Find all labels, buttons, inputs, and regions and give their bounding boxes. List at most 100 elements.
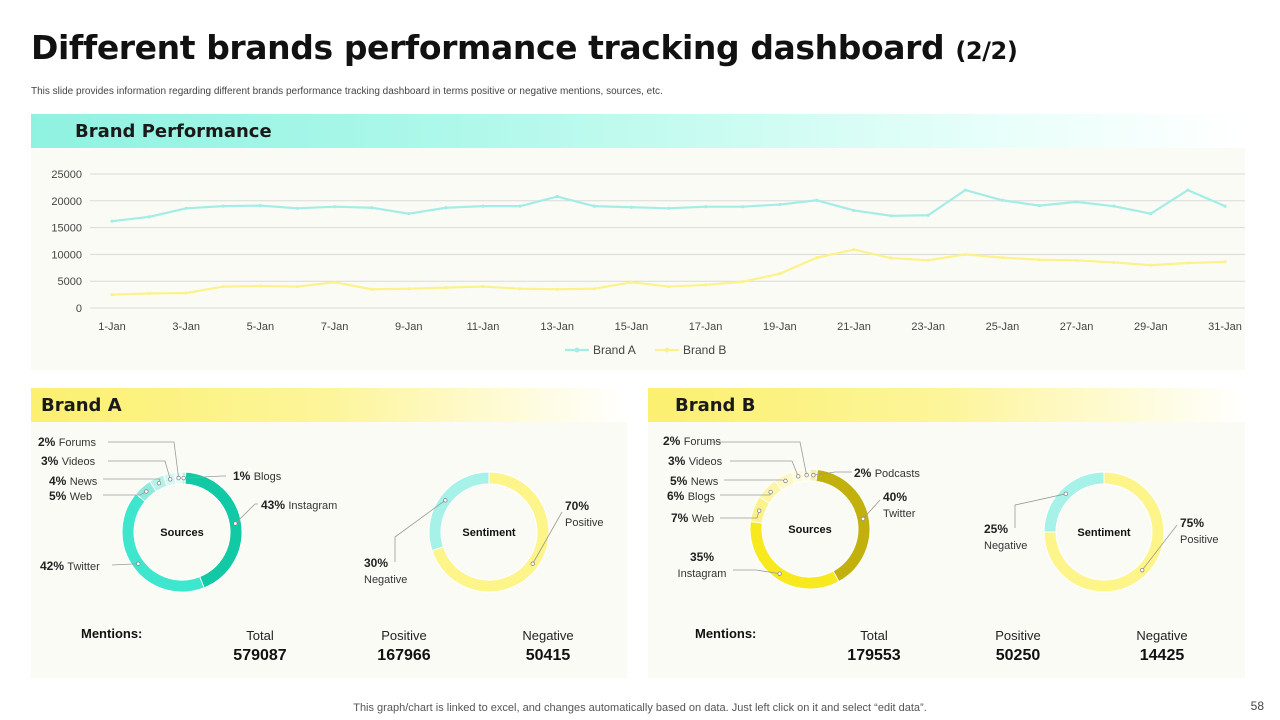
data-point bbox=[1000, 256, 1005, 260]
leader-dot bbox=[1139, 567, 1145, 573]
brand-performance-line-chart[interactable]: 0 5000 10000 15000 20000 25000 1-Jan 3-Jan 5-Jan… bbox=[0, 0, 1280, 372]
leader-dot bbox=[181, 475, 186, 481]
leader-dot bbox=[156, 480, 162, 486]
data-point bbox=[741, 205, 745, 209]
leader-line bbox=[1014, 493, 1066, 528]
slice-label: 2% Forums bbox=[663, 434, 721, 448]
data-point bbox=[110, 219, 114, 223]
data-point bbox=[1112, 204, 1116, 208]
slice-name: Instagram bbox=[288, 500, 337, 512]
leader-dot bbox=[443, 498, 448, 503]
data-point bbox=[221, 284, 225, 289]
brand-a-metric-total: Total 579087 bbox=[200, 628, 320, 665]
brand-a-header: Brand A bbox=[31, 388, 627, 422]
metric-value: 14425 bbox=[1139, 647, 1185, 664]
brand-a-metric-positive: Positive 167966 bbox=[344, 628, 464, 665]
leader-dot bbox=[530, 561, 535, 566]
data-point bbox=[852, 208, 856, 213]
data-point bbox=[1075, 200, 1079, 204]
slice-name-label: Negative bbox=[364, 574, 407, 586]
data-point bbox=[592, 204, 596, 208]
metric-value: 50250 bbox=[995, 647, 1041, 664]
donut-slice-negative bbox=[428, 471, 490, 552]
data-point bbox=[592, 287, 596, 291]
leader-dot bbox=[144, 489, 149, 494]
data-point bbox=[407, 287, 411, 291]
metric-label: Negative bbox=[1136, 628, 1188, 643]
brand-performance-header: Brand Performance bbox=[31, 114, 1245, 148]
slice-label: 4% News bbox=[49, 474, 98, 488]
legend-label: Brand A bbox=[593, 343, 636, 357]
leader-line bbox=[813, 471, 852, 476]
leader-line bbox=[733, 569, 780, 575]
x-tick-label: 11-Jan bbox=[467, 321, 500, 333]
data-point bbox=[370, 287, 374, 291]
legend-label: Brand B bbox=[683, 343, 726, 357]
y-tick-label: 25000 bbox=[51, 169, 82, 181]
slice-name: Blogs bbox=[254, 471, 282, 483]
leader-dot bbox=[1063, 491, 1069, 497]
donut-center-label: Sentiment bbox=[1077, 527, 1131, 539]
slice-name-label: Negative bbox=[984, 540, 1027, 552]
data-point bbox=[704, 205, 708, 209]
slice-name: Videos bbox=[62, 456, 96, 468]
leader-line bbox=[532, 511, 563, 564]
data-point bbox=[629, 280, 634, 284]
x-tick-label: 9-Jan bbox=[395, 321, 423, 333]
x-tick-label: 15-Jan bbox=[615, 321, 649, 333]
data-point bbox=[926, 213, 930, 217]
slice-percent: 1% bbox=[233, 469, 254, 483]
data-point bbox=[110, 293, 114, 297]
x-tick-label: 21-Jan bbox=[837, 321, 871, 333]
brand-b-panel bbox=[648, 422, 1245, 678]
metric-value: 50415 bbox=[525, 647, 571, 664]
leader-line bbox=[862, 499, 881, 520]
legend-marker bbox=[664, 347, 670, 353]
donut-center-label: Sources bbox=[160, 527, 203, 539]
slice-percent: 42% bbox=[40, 559, 67, 573]
data-point bbox=[184, 206, 188, 210]
y-tick-label: 5000 bbox=[58, 276, 82, 288]
brand-b-metric-total: Total 179553 bbox=[814, 628, 934, 665]
leader-line bbox=[108, 441, 180, 479]
x-tick-label: 29-Jan bbox=[1134, 321, 1168, 333]
data-point bbox=[815, 198, 819, 202]
brand-b-header: Brand B bbox=[648, 388, 1245, 422]
y-tick-label: 20000 bbox=[51, 196, 82, 208]
y-tick-label: 0 bbox=[76, 303, 82, 315]
slice-percent: 3% bbox=[668, 454, 689, 468]
slice-label: 42% Twitter bbox=[40, 559, 100, 573]
data-point bbox=[221, 204, 225, 208]
data-point bbox=[704, 283, 708, 287]
y-tick-label: 10000 bbox=[51, 249, 82, 261]
leader-line bbox=[108, 460, 171, 480]
x-tick-label: 1-Jan bbox=[98, 321, 126, 333]
data-point bbox=[889, 214, 893, 218]
data-point bbox=[666, 284, 671, 289]
leader-line bbox=[103, 491, 147, 496]
data-point bbox=[295, 284, 300, 289]
leader-line bbox=[183, 475, 226, 479]
data-point bbox=[444, 286, 448, 290]
data-point bbox=[295, 206, 300, 210]
brand-b-metric-positive: Positive 50250 bbox=[958, 628, 1078, 665]
data-point bbox=[555, 287, 559, 291]
slice-name: Web bbox=[70, 491, 92, 503]
x-tick-label: 17-Jan bbox=[689, 321, 723, 333]
y-tick-label: 15000 bbox=[51, 223, 82, 235]
slice-percent-label: 40% bbox=[883, 490, 907, 504]
data-point bbox=[1186, 261, 1190, 265]
slice-percent: 7% bbox=[671, 511, 692, 525]
leader-dot bbox=[756, 508, 762, 513]
data-point bbox=[444, 206, 448, 210]
data-point bbox=[481, 204, 485, 208]
slice-percent-label: 70% bbox=[565, 499, 589, 513]
data-point bbox=[778, 202, 782, 207]
leader-dot bbox=[176, 475, 181, 481]
slice-percent: 43% bbox=[261, 498, 288, 512]
leader-line bbox=[394, 499, 446, 562]
data-point bbox=[258, 284, 262, 288]
data-point bbox=[333, 205, 337, 209]
leader-dot bbox=[796, 474, 801, 479]
